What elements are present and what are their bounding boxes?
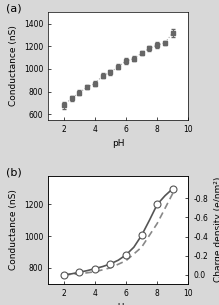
Y-axis label: Conductance (nS): Conductance (nS) xyxy=(9,189,18,270)
X-axis label: pH: pH xyxy=(112,303,125,305)
Y-axis label: Charge density (e/nm²): Charge density (e/nm²) xyxy=(214,177,219,282)
X-axis label: pH: pH xyxy=(112,139,125,148)
Text: (b): (b) xyxy=(6,167,22,177)
Text: (a): (a) xyxy=(6,4,22,14)
Y-axis label: Conductance (nS): Conductance (nS) xyxy=(9,26,18,106)
